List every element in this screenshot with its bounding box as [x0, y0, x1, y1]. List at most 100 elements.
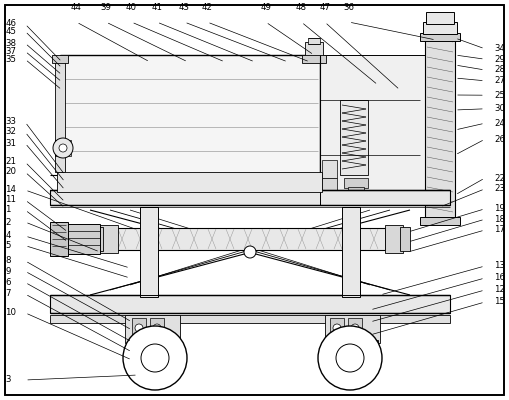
Bar	[52, 55, 68, 63]
Text: 27: 27	[494, 76, 505, 85]
Text: 20: 20	[5, 168, 16, 176]
Text: 23: 23	[494, 184, 505, 193]
Text: 36: 36	[343, 3, 354, 12]
Bar	[140, 207, 158, 297]
Bar	[115, 228, 385, 250]
Text: 47: 47	[319, 3, 330, 12]
Text: 14: 14	[5, 186, 16, 194]
Bar	[348, 318, 362, 338]
Bar	[420, 33, 460, 41]
Text: 44: 44	[71, 3, 82, 12]
Bar	[423, 22, 457, 34]
Circle shape	[333, 324, 341, 332]
Bar	[420, 217, 460, 225]
Circle shape	[53, 138, 73, 158]
Bar	[330, 318, 344, 338]
Text: 10: 10	[5, 308, 16, 317]
Text: 29: 29	[494, 55, 505, 64]
Bar	[302, 55, 326, 63]
Bar	[128, 340, 178, 350]
Bar	[385, 225, 403, 253]
Bar	[50, 222, 68, 256]
Bar	[342, 207, 360, 297]
Bar	[55, 58, 65, 172]
Text: 9: 9	[5, 267, 11, 276]
Bar	[100, 225, 118, 253]
Text: 45: 45	[5, 27, 16, 36]
Text: 7: 7	[5, 290, 11, 298]
Text: 46: 46	[5, 20, 16, 28]
Circle shape	[135, 324, 143, 332]
Bar	[320, 55, 430, 195]
Circle shape	[318, 326, 382, 390]
Text: 32: 32	[5, 128, 16, 136]
Bar	[132, 318, 146, 338]
Text: 22: 22	[494, 174, 505, 182]
Text: 39: 39	[100, 3, 111, 12]
Bar	[328, 340, 378, 350]
Text: 26: 26	[494, 135, 505, 144]
Text: 3: 3	[5, 376, 11, 384]
Text: 1: 1	[5, 206, 11, 214]
Bar	[322, 160, 337, 178]
Text: 38: 38	[5, 39, 16, 48]
Bar	[130, 347, 180, 355]
Bar	[325, 315, 380, 343]
Text: 49: 49	[260, 3, 271, 12]
Circle shape	[244, 246, 256, 258]
Text: 13: 13	[494, 262, 505, 270]
Text: 17: 17	[494, 226, 505, 234]
Bar	[55, 140, 71, 156]
Circle shape	[59, 144, 67, 152]
Bar	[50, 190, 450, 205]
Text: 2: 2	[5, 218, 11, 226]
Text: 33: 33	[5, 118, 16, 126]
Text: 6: 6	[5, 278, 11, 287]
Text: 25: 25	[494, 91, 505, 100]
Bar	[425, 35, 455, 220]
Text: 43: 43	[179, 3, 190, 12]
Text: 31: 31	[5, 139, 16, 148]
Bar	[322, 178, 337, 190]
Text: 15: 15	[494, 298, 505, 306]
Circle shape	[153, 324, 161, 332]
Circle shape	[351, 324, 359, 332]
Text: 16: 16	[494, 274, 505, 282]
Bar	[150, 318, 164, 338]
Text: 19: 19	[494, 204, 505, 213]
Bar	[348, 187, 364, 195]
Bar	[305, 42, 323, 62]
Bar	[400, 227, 410, 251]
Bar	[340, 100, 368, 175]
Text: 11: 11	[5, 196, 16, 204]
Bar	[57, 172, 322, 192]
Circle shape	[141, 344, 169, 372]
Bar	[95, 227, 103, 251]
Text: 12: 12	[494, 286, 505, 294]
Bar	[125, 315, 180, 343]
Bar	[308, 38, 320, 44]
Text: 35: 35	[5, 55, 16, 64]
Bar	[325, 347, 375, 355]
Text: 21: 21	[5, 158, 16, 166]
Text: 5: 5	[5, 241, 11, 250]
Bar	[65, 224, 100, 254]
Text: 28: 28	[494, 66, 505, 74]
Text: 30: 30	[494, 104, 505, 113]
Text: 48: 48	[296, 3, 307, 12]
Text: 18: 18	[494, 215, 505, 224]
Text: 34: 34	[494, 44, 505, 53]
Circle shape	[336, 344, 364, 372]
Text: 8: 8	[5, 256, 11, 265]
Text: 41: 41	[151, 3, 162, 12]
Text: 4: 4	[5, 232, 11, 240]
Bar	[426, 12, 454, 24]
Text: 37: 37	[5, 47, 16, 56]
Circle shape	[123, 326, 187, 390]
Text: 24: 24	[494, 119, 505, 128]
Text: 42: 42	[202, 3, 213, 12]
Bar	[344, 178, 368, 188]
Bar	[60, 55, 320, 175]
Bar	[50, 315, 450, 323]
Bar	[50, 295, 450, 313]
